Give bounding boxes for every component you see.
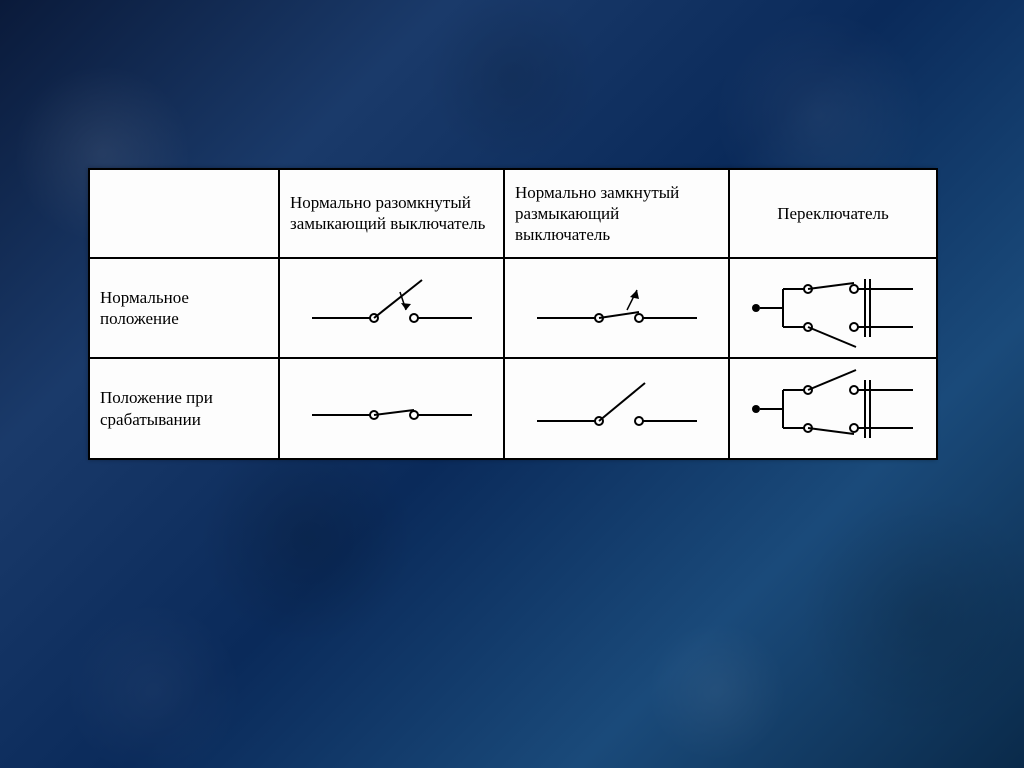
table-row: Положение при срабатывании bbox=[89, 358, 937, 459]
header-nc: Нормально замкнутый размыкающий выключат… bbox=[504, 169, 729, 258]
nc-normal-icon bbox=[517, 268, 717, 348]
diagram-nc-actuated bbox=[504, 358, 729, 459]
no-normal-icon bbox=[292, 268, 492, 348]
row-label-normal: Нормальное положение bbox=[89, 258, 279, 359]
nc-actuated-icon bbox=[517, 369, 717, 449]
diagram-changeover-actuated bbox=[729, 358, 937, 459]
diagram-changeover-normal bbox=[729, 258, 937, 359]
table-header-row: Нормально разомкнутый замыкающий выключа… bbox=[89, 169, 937, 258]
header-no: Нормально разомкнутый замыкающий выключа… bbox=[279, 169, 504, 258]
header-changeover: Переключатель bbox=[729, 169, 937, 258]
header-empty bbox=[89, 169, 279, 258]
changeover-normal-icon bbox=[738, 265, 928, 351]
switch-symbols-table: Нормально разомкнутый замыкающий выключа… bbox=[88, 168, 938, 460]
diagram-no-actuated bbox=[279, 358, 504, 459]
diagram-nc-normal bbox=[504, 258, 729, 359]
switch-symbols-table-panel: Нормально разомкнутый замыкающий выключа… bbox=[88, 168, 936, 460]
no-actuated-icon bbox=[292, 369, 492, 449]
table-row: Нормальное положение bbox=[89, 258, 937, 359]
diagram-no-normal bbox=[279, 258, 504, 359]
row-label-actuated: Положение при срабатывании bbox=[89, 358, 279, 459]
changeover-actuated-icon bbox=[738, 366, 928, 452]
